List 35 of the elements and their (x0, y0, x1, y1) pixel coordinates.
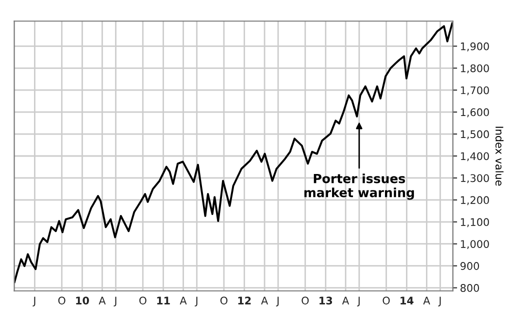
x-tick-label: J (276, 296, 279, 306)
y-tick-label: 900 (460, 262, 480, 270)
y-tick-label: 1,000 (460, 240, 489, 250)
x-tick-label: 10 (76, 296, 89, 304)
x-tick-label: O (220, 296, 228, 304)
x-tick-label: J (114, 296, 116, 306)
y-tick-label: 1,200 (460, 196, 489, 206)
x-tick-label: A (423, 296, 430, 304)
y-tick-label: 800 (460, 284, 480, 292)
x-tick-label: A (261, 296, 268, 304)
y-tick-label: 1,600 (460, 108, 489, 118)
x-tick-label: O (139, 296, 146, 304)
x-tick-label: J (357, 296, 360, 306)
y-tick-label: 1,700 (460, 86, 489, 96)
y-tick-label: 1,400 (460, 152, 489, 162)
x-tick-label: O (382, 296, 390, 304)
x-tick-label: O (58, 296, 66, 304)
x-tick-label: 11 (157, 296, 170, 304)
x-tick-label: O (302, 296, 309, 304)
x-tick-label: 12 (238, 296, 251, 304)
y-tick-label: 1,900 (460, 42, 489, 52)
x-tick-label: 13 (320, 296, 332, 304)
x-tick-label: J (194, 296, 198, 306)
x-tick-label: A (98, 296, 106, 304)
y-tick-label: 1,500 (460, 130, 489, 140)
y-axis-title: Index value (495, 126, 504, 186)
x-tick-label: A (180, 296, 187, 304)
annotation: Porter issues market warning (304, 174, 414, 200)
x-tick-label: 14 (400, 296, 414, 304)
x-tick-label: A (342, 296, 350, 304)
x-tick-label: J (32, 296, 36, 306)
y-tick-label: 1,800 (460, 64, 489, 74)
y-tick-label: 1,100 (460, 218, 489, 228)
x-tick-label: J (438, 296, 441, 306)
y-tick-label: 1,300 (460, 174, 489, 184)
